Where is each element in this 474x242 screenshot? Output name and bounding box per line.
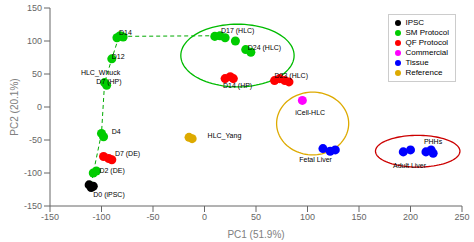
svg-text:100: 100 — [300, 212, 315, 222]
svg-text:50: 50 — [32, 69, 42, 79]
svg-text:D7 (DE): D7 (DE) — [115, 150, 140, 158]
svg-text:Fetal Liver: Fetal Liver — [299, 156, 332, 163]
svg-text:D14: D14 — [119, 29, 132, 36]
svg-text:D23 (HLC): D23 (HLC) — [275, 72, 308, 80]
svg-text:0: 0 — [202, 212, 207, 222]
svg-text:0: 0 — [37, 102, 42, 112]
svg-text:PC1 (51.9%): PC1 (51.9%) — [227, 229, 284, 240]
html-text:SM Protocol: SM Protocol — [405, 28, 449, 37]
svg-text:D12: D12 — [112, 53, 125, 60]
svg-text:250: 250 — [454, 212, 466, 222]
svg-text:-50: -50 — [146, 212, 159, 222]
svg-text:Adult Liver: Adult Liver — [393, 162, 427, 169]
svg-text:50: 50 — [251, 212, 261, 222]
svg-text:-100: -100 — [24, 168, 42, 178]
svg-text:D0 (iPSC): D0 (iPSC) — [93, 191, 125, 199]
html-text:IPSC: IPSC — [405, 18, 425, 27]
html-text:Tissue: Tissue — [405, 58, 429, 67]
html-text:Reference: Reference — [405, 68, 443, 77]
svg-text:150: 150 — [27, 3, 42, 13]
svg-text:D24 (HLC): D24 (HLC) — [248, 44, 281, 52]
svg-text:PHHs: PHHs — [424, 138, 443, 145]
svg-text:200: 200 — [403, 212, 418, 222]
svg-text:D17 (HLC): D17 (HLC) — [221, 27, 254, 35]
svg-text:100: 100 — [27, 36, 42, 46]
svg-text:D14 (HP): D14 (HP) — [223, 82, 252, 90]
svg-text:iCell-HLC: iCell-HLC — [295, 109, 325, 116]
svg-text:HLC_Whuck: HLC_Whuck — [81, 69, 121, 77]
svg-text:-150: -150 — [41, 212, 59, 222]
svg-text:-50: -50 — [29, 135, 42, 145]
svg-text:D4: D4 — [112, 128, 121, 135]
svg-text:-100: -100 — [92, 212, 110, 222]
html-text:QF Protocol: QF Protocol — [405, 38, 449, 47]
html-text:Commercial: Commercial — [405, 48, 449, 57]
svg-text:HLC_Yang: HLC_Yang — [208, 132, 242, 140]
svg-text:D2 (DE): D2 (DE) — [99, 167, 124, 175]
svg-text:PC2 (20.1%): PC2 (20.1%) — [9, 78, 20, 135]
svg-text:150: 150 — [351, 212, 366, 222]
svg-text:-150: -150 — [24, 201, 42, 211]
svg-text:D7 (HP): D7 (HP) — [96, 78, 121, 86]
